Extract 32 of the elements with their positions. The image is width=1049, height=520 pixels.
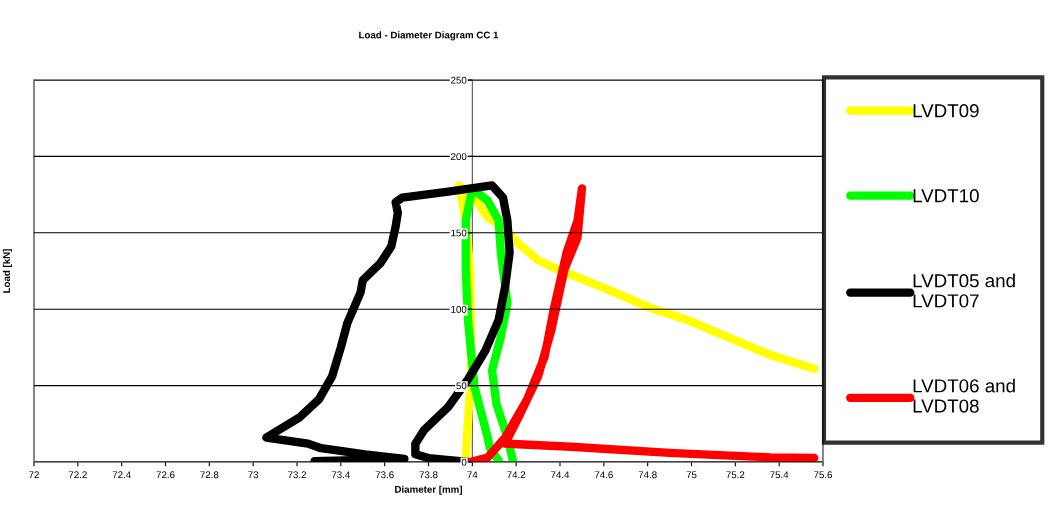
legend-label: LVDT06 and LVDT08 bbox=[913, 378, 1015, 413]
x-tick-label: 72.8 bbox=[200, 471, 219, 479]
x-tick-label: 73 bbox=[248, 471, 259, 479]
y-tick-label: 200 bbox=[451, 153, 467, 161]
x-tick-label: 75 bbox=[686, 471, 697, 479]
x-tick-label: 74.2 bbox=[507, 471, 526, 479]
chart-title: Load - Diameter Diagram CC 1 bbox=[359, 31, 499, 41]
x-axis-title: Diameter [mm] bbox=[395, 485, 462, 495]
x-tick-label: 73.2 bbox=[288, 471, 306, 479]
x-tick-label: 75.6 bbox=[814, 471, 833, 479]
x-tick-label: 75.4 bbox=[770, 471, 789, 479]
y-tick-label: 100 bbox=[451, 305, 467, 313]
x-tick-label: 73.4 bbox=[331, 471, 351, 479]
x-tick-label: 74 bbox=[467, 471, 478, 479]
y-axis-title: Load [kN] bbox=[2, 249, 12, 293]
x-tick-label: 74.8 bbox=[638, 471, 657, 479]
y-tick-label: 0 bbox=[461, 458, 467, 466]
x-tick-label: 72.4 bbox=[112, 471, 131, 479]
x-tick-label: 75.2 bbox=[726, 471, 745, 479]
x-tick-label: 72.6 bbox=[156, 471, 175, 479]
x-tick-label: 74.4 bbox=[551, 471, 570, 479]
x-tick-label: 72 bbox=[29, 471, 39, 479]
x-tick-label: 73.6 bbox=[375, 471, 394, 479]
legend-label: LVDT05 and LVDT07 bbox=[913, 273, 1015, 308]
x-tick-label: 73.8 bbox=[419, 471, 438, 479]
x-tick-label: 72.2 bbox=[68, 471, 87, 479]
y-tick-label: 50 bbox=[456, 382, 467, 390]
y-tick-label: 150 bbox=[451, 229, 467, 237]
x-tick-label: 74.6 bbox=[594, 471, 613, 479]
y-tick-label: 250 bbox=[451, 76, 467, 84]
legend-label: LVDT09 bbox=[913, 104, 979, 118]
legend-label: LVDT10 bbox=[913, 189, 979, 203]
